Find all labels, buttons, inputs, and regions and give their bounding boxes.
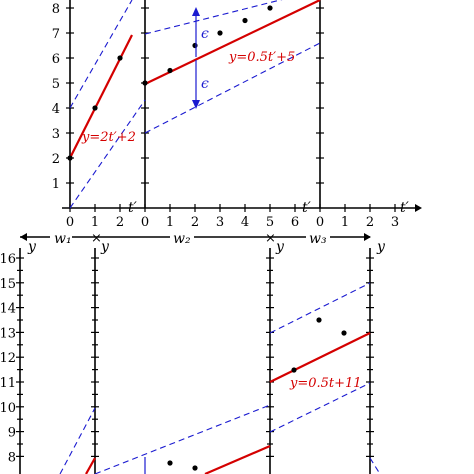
top-y-tick-label: 7 [52,27,60,42]
top-x-tick-label: 1 [166,215,174,230]
window-arrows: y w₁ y w₂ y w₃ y × × [20,228,386,255]
top-x-tick-label: 2 [191,215,199,230]
panel1-upper-band [69,0,133,109]
w2-upper-band [94,404,271,474]
epsilon-arrowhead-up [192,7,200,16]
top-t-label-1: t′ [128,200,138,216]
window-y-label-4: y [376,239,386,255]
top-y-tick-label: 1 [52,177,60,192]
window-y-label-3: y [275,239,285,255]
panel1-point [67,155,73,161]
top-y-tick-label: 8 [52,2,60,17]
top-x-tick-label: 1 [91,215,99,230]
top-x-tick-label: 0 [66,215,74,230]
w3-point [341,330,347,336]
panel2-equation: y=0.5t′+5 [228,50,295,65]
top-y-tick-label: 6 [52,52,60,67]
panel1-lower-band [69,99,146,209]
bottom-y-tick-label: 9 [8,426,16,441]
top-y-tick-label: 4 [52,102,60,117]
top-x-tick-label: 1 [341,215,349,230]
panel1-equation: y=2t′+2 [81,130,136,145]
top-x-tick-label: 0 [141,215,149,230]
top-x-tick-label: 2 [116,215,124,230]
top-x-tick-label: 3 [216,215,224,230]
window-w1-label: w₁ [54,231,72,247]
bottom-y-tick-label: 8 [8,450,16,465]
w3-upper-band [269,282,371,334]
panel1-point [92,105,98,111]
right-band-fragment [369,457,381,474]
w3-point [316,317,322,323]
top-x-tick-label: 4 [241,215,249,230]
epsilon-arrowhead-down [192,100,200,109]
bottom-y-tick-label: 11 [0,376,16,391]
top-x-tick-label: 2 [366,215,374,230]
panel2-lower-band [144,42,321,134]
epsilon-label-upper: ϵ [201,26,209,42]
panel2-point [192,42,198,49]
top-x-tick-label: 3 [391,215,399,230]
bottom-y-tick-label: 16 [0,252,16,267]
w3-equation: y=0.5t+11 [289,376,362,391]
top-x-ticks: 0 1 2 0 1 2 3 4 5 6 0 1 2 3 [66,204,399,230]
window-sep-1: × [91,231,102,246]
bottom-y-tick-label: 10 [0,401,16,416]
w2-points [167,460,198,471]
top-x-arrowhead [415,204,422,212]
panel2-fit-line [144,0,321,85]
top-y-tick-label: 3 [52,127,60,142]
panel1-points [67,55,123,161]
window-y-label-left: y [27,239,37,255]
top-t-label-2: t′ [302,200,312,216]
panel2-point [217,30,223,36]
bottom-plot: 8 9 10 11 12 13 14 15 16 y=0.5t+11 [0,248,381,474]
bottom-y-tick-label: 12 [0,351,16,366]
w2-point [192,465,198,471]
epsilon-label-lower: ϵ [201,76,209,92]
w3-lower-band [269,382,371,433]
window-sep-2: × [265,231,276,246]
window-y-label-2: y [100,239,110,255]
w3-point [291,367,297,373]
top-x-tick-label: 6 [291,215,299,230]
top-x-tick-label: 5 [266,215,274,230]
w3-fit-line [269,332,371,383]
window-w3-label: w₃ [309,231,327,247]
w3-label-bg [306,228,330,244]
w1-fit-line [85,457,96,474]
bottom-y-tick-label: 15 [0,277,16,292]
top-y-tick-label: 2 [52,152,60,167]
panel2-point [242,17,248,24]
w2-fit-line [204,444,271,474]
window-w2-label: w₂ [173,231,191,247]
top-y-ticks: 1 2 3 4 5 6 7 8 [52,2,324,192]
w2-label-bg [170,228,194,244]
top-t-label-3: t′ [400,200,410,216]
panel2-points [142,5,273,86]
w2-point [167,460,173,466]
panel1-point [117,55,123,61]
window-arrowhead-right [364,233,371,241]
bottom-y-tick-label: 13 [0,326,16,341]
w3-points [291,317,347,373]
panel2-upper-band [144,0,283,35]
bottom-y-tick-label: 14 [0,302,16,317]
top-plot: 1 2 3 4 5 6 7 8 0 1 2 0 1 2 3 4 5 6 0 1 2 3 t′ t′ t′ y=2t′+2… [52,0,422,230]
panel2-point [142,80,148,86]
bottom-y-ticks: 8 9 10 11 12 13 14 15 16 [0,252,374,465]
top-x-tick-label: 0 [316,215,324,230]
panel2-point [167,67,173,74]
w1-label-bg [50,228,72,244]
panel1-fit-line [69,34,133,159]
top-y-tick-label: 5 [52,77,60,92]
w1-upper-band [59,407,96,474]
panel2-point [267,5,273,11]
window-arrowhead-left [20,233,27,241]
